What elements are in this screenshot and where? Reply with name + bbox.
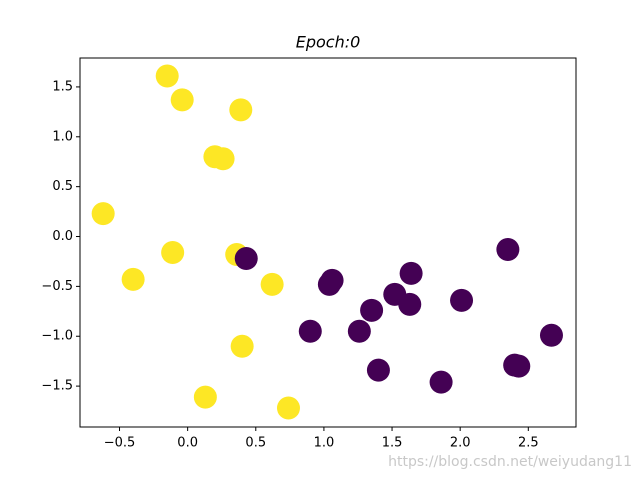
point [170,88,194,112]
y-tick-label: 1.5 [52,79,73,94]
point [229,98,253,122]
y-tick-label: −1.0 [41,329,73,344]
y-tick-label: 0.5 [52,179,73,194]
point [230,334,254,358]
x-tick-label: 2.5 [518,436,539,451]
point [360,298,384,322]
chart-title: Epoch:0 [296,33,361,52]
point [450,288,474,312]
point [399,261,423,285]
point [193,385,217,409]
plot-frame [79,57,577,428]
x-tick-label: 0.0 [177,436,198,451]
x-tick-label: −0.5 [104,436,136,451]
point [347,319,371,343]
point [366,358,390,382]
x-tick-label: 2.0 [450,436,471,451]
point [539,323,563,347]
x-tick-label: 1.5 [382,436,403,451]
point [276,396,300,420]
x-tick-label: 1.0 [314,436,335,451]
point [155,64,179,88]
point [317,272,341,296]
watermark: https://blog.csdn.net/weiyudang11 [388,454,632,470]
y-tick-label: 1.0 [52,129,73,144]
point [211,147,235,171]
x-tick-label: 0.5 [245,436,266,451]
y-tick-label: 0.0 [52,229,73,244]
point [507,354,531,378]
point [121,267,145,291]
point [91,202,115,226]
y-tick-label: −1.5 [41,379,73,394]
point [496,237,520,261]
y-tick-label: −0.5 [41,279,73,294]
point [298,319,322,343]
point [234,246,258,270]
point [161,240,185,264]
point [398,292,422,316]
point [260,272,284,296]
point [429,370,453,394]
